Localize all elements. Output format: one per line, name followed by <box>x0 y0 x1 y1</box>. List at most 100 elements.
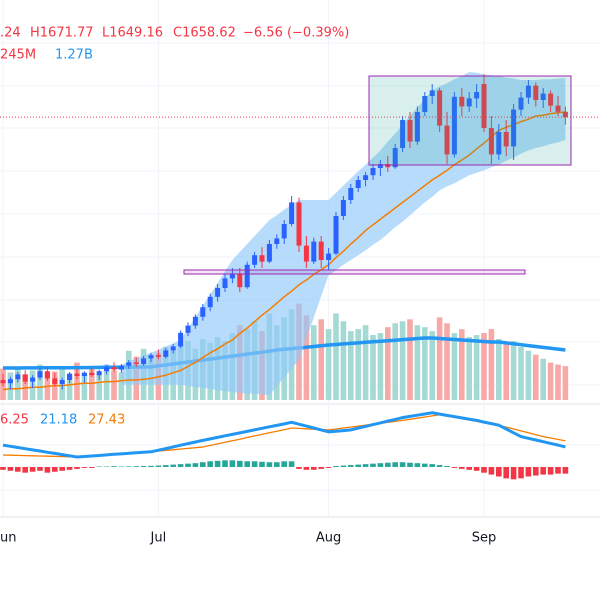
histogram-bar <box>414 463 421 467</box>
candle-body <box>459 96 465 107</box>
histogram-bar <box>377 463 384 467</box>
candle-body <box>52 378 58 384</box>
histogram-bar <box>266 462 273 467</box>
histogram-bar <box>74 466 80 469</box>
candle-body <box>141 358 147 364</box>
volume-bar <box>414 325 421 400</box>
histogram-bar <box>7 466 14 471</box>
histogram-bar <box>170 464 176 467</box>
candle-body <box>252 255 258 265</box>
candle-body <box>422 96 428 112</box>
volume-bar <box>488 329 495 400</box>
candle-body <box>511 109 517 147</box>
histogram-bar <box>399 462 406 467</box>
osc-label: 27.43 <box>88 413 125 428</box>
histogram-bar <box>547 466 554 475</box>
candle-body <box>163 350 169 357</box>
candle-body <box>407 120 413 142</box>
moving-average-line <box>2 111 566 391</box>
candle-body <box>244 264 250 288</box>
histogram-bar <box>370 463 376 467</box>
histogram-bar <box>89 466 95 468</box>
histogram-bar <box>473 466 480 471</box>
volume-bar <box>333 313 339 400</box>
volume-bar <box>459 329 465 400</box>
histogram-bar <box>140 466 147 467</box>
candle-body <box>488 128 494 155</box>
rectangle-drawing[interactable] <box>368 75 572 166</box>
histogram-bar <box>244 461 250 467</box>
histogram-bar <box>496 466 502 477</box>
histogram-bar <box>525 466 532 477</box>
histogram-bar <box>111 466 117 467</box>
histogram-bar <box>510 466 517 480</box>
volume-bar <box>89 368 95 400</box>
ohlc-open: .24 <box>0 26 21 41</box>
x-tick-label: un <box>0 531 16 546</box>
volume-bar <box>37 364 43 400</box>
candle-body <box>289 202 295 224</box>
histogram-bar <box>355 464 361 467</box>
candle-body <box>133 362 139 364</box>
histogram-bar <box>429 464 435 467</box>
histogram-bar <box>259 461 265 467</box>
volume-bar <box>303 315 310 400</box>
candle-body <box>437 90 443 126</box>
candle-body <box>37 371 43 378</box>
volume-bar <box>15 366 21 400</box>
candle-body <box>96 371 102 376</box>
candle-body <box>185 325 191 333</box>
histogram-bar <box>311 466 317 470</box>
volume-bar <box>385 327 391 400</box>
candle-body <box>74 373 80 376</box>
oscillator-line <box>2 411 566 459</box>
volume-bar <box>377 333 384 400</box>
histogram-bar <box>303 466 310 470</box>
candle-body <box>274 238 280 244</box>
candle-body <box>237 273 243 288</box>
histogram-bar <box>555 466 561 474</box>
volume-bar <box>451 333 458 400</box>
histogram-bar <box>52 466 58 472</box>
candle-body <box>533 85 539 100</box>
candle-body <box>229 273 235 279</box>
candle-body <box>326 253 332 260</box>
candle-body <box>192 316 198 326</box>
histogram-bar <box>185 463 191 467</box>
candle-body <box>30 377 36 382</box>
candle-body <box>89 372 95 376</box>
ohlc-high: H1671.77 <box>30 26 94 41</box>
volume-bar <box>392 323 398 400</box>
histogram-bar <box>222 460 228 467</box>
candle-body <box>451 96 457 155</box>
candle-body <box>496 132 502 155</box>
volume-bar <box>407 319 413 400</box>
volume-bar <box>66 374 73 400</box>
candle-body <box>400 120 406 148</box>
volume-bar <box>518 346 524 400</box>
histogram-bar <box>318 466 324 469</box>
volume-bar <box>422 327 428 400</box>
volume-bar <box>370 335 376 400</box>
volume-bar <box>81 372 88 400</box>
candle-body <box>15 374 21 380</box>
candle-body <box>0 380 6 384</box>
histogram-bar <box>163 465 169 467</box>
histogram-bar <box>481 466 487 473</box>
volume-bar <box>444 323 450 400</box>
histogram-bar <box>518 466 524 479</box>
candle-body <box>392 148 398 168</box>
rectangle-drawing[interactable] <box>183 269 526 275</box>
candle-body <box>562 111 568 118</box>
volume-bar <box>436 317 443 400</box>
histogram-bar <box>503 466 509 479</box>
candle-body <box>7 379 13 384</box>
candle-body <box>296 202 302 246</box>
histogram-bar <box>459 466 465 469</box>
volume-bar <box>311 325 317 400</box>
histogram-bar <box>214 460 221 467</box>
histogram-bar <box>385 462 391 467</box>
volume-bar <box>503 342 509 400</box>
candle-body <box>377 164 383 168</box>
